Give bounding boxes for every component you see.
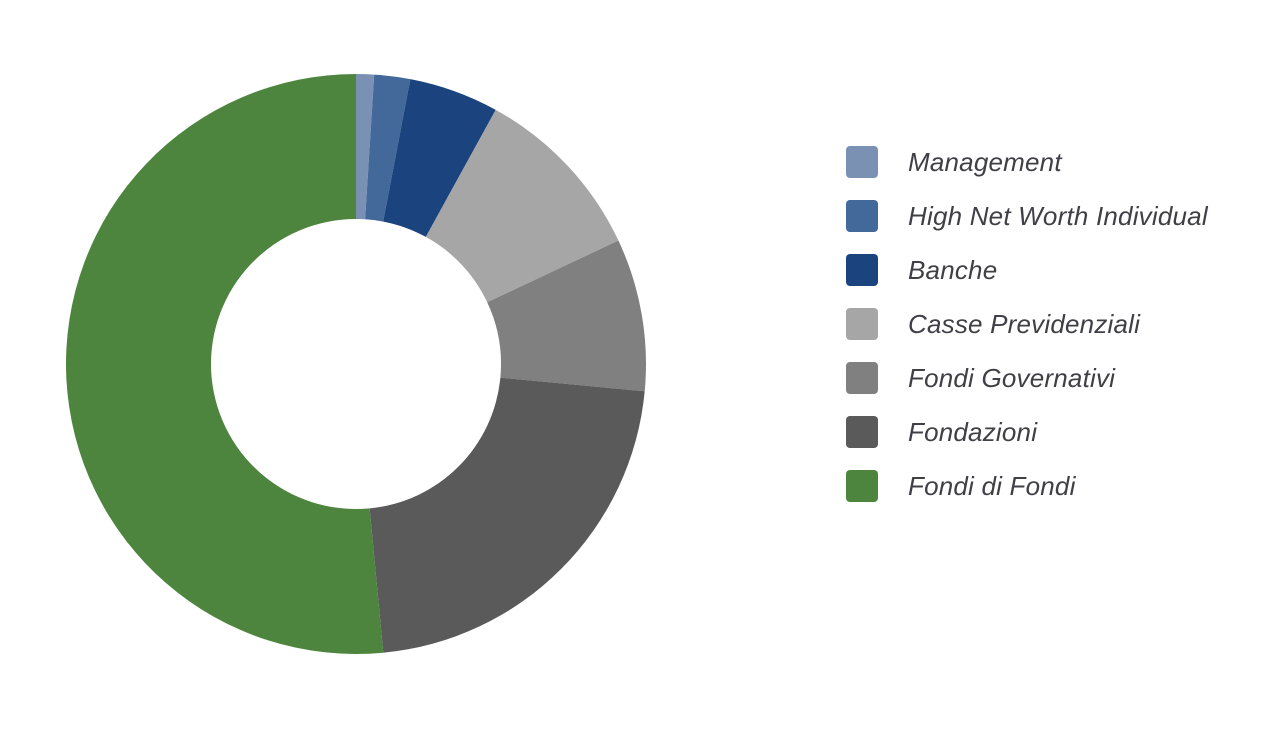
legend-item-casse-previdenziali: Casse Previdenziali [846,286,1208,362]
slice-casse-previdenziali [425,109,619,303]
legend-item-management: Management [846,124,1208,200]
slice-fondazioni [369,377,645,653]
legend-item-high-net-worth-individual: High Net Worth Individual [846,178,1208,254]
slice-management [356,74,375,220]
legend-swatch-fondi-governativi [846,362,878,394]
legend: Management High Net Worth Individual Ban… [846,124,1208,524]
donut-chart [65,74,646,654]
legend-swatch-fondazioni [846,416,878,448]
legend-item-fondi-di-fondi: Fondi di Fondi [846,448,1208,524]
legend-swatch-banche [846,254,878,286]
legend-swatch-fondi-di-fondi [846,470,878,502]
legend-label-banche: Banche [908,254,998,285]
legend-label-fondi-di-fondi: Fondi di Fondi [908,470,1076,501]
slice-high-net-worth-individual [365,74,411,222]
legend-label-casse-previdenziali: Casse Previdenziali [908,308,1141,339]
legend-label-high-net-worth-individual: High Net Worth Individual [908,200,1208,231]
legend-item-fondazioni: Fondazioni [846,394,1208,470]
legend-swatch-high-net-worth-individual [846,200,878,232]
slice-fondi-di-fondi [65,74,384,654]
legend-swatch-management [846,146,878,178]
legend-label-fondazioni: Fondazioni [908,416,1038,447]
slice-banche [383,79,496,237]
legend-item-fondi-governativi: Fondi Governativi [846,340,1208,416]
legend-item-banche: Banche [846,232,1208,308]
legend-label-fondi-governativi: Fondi Governativi [908,362,1116,393]
legend-label-management: Management [908,146,1062,177]
slice-fondi-governativi [487,240,646,392]
legend-swatch-casse-previdenziali [846,308,878,340]
